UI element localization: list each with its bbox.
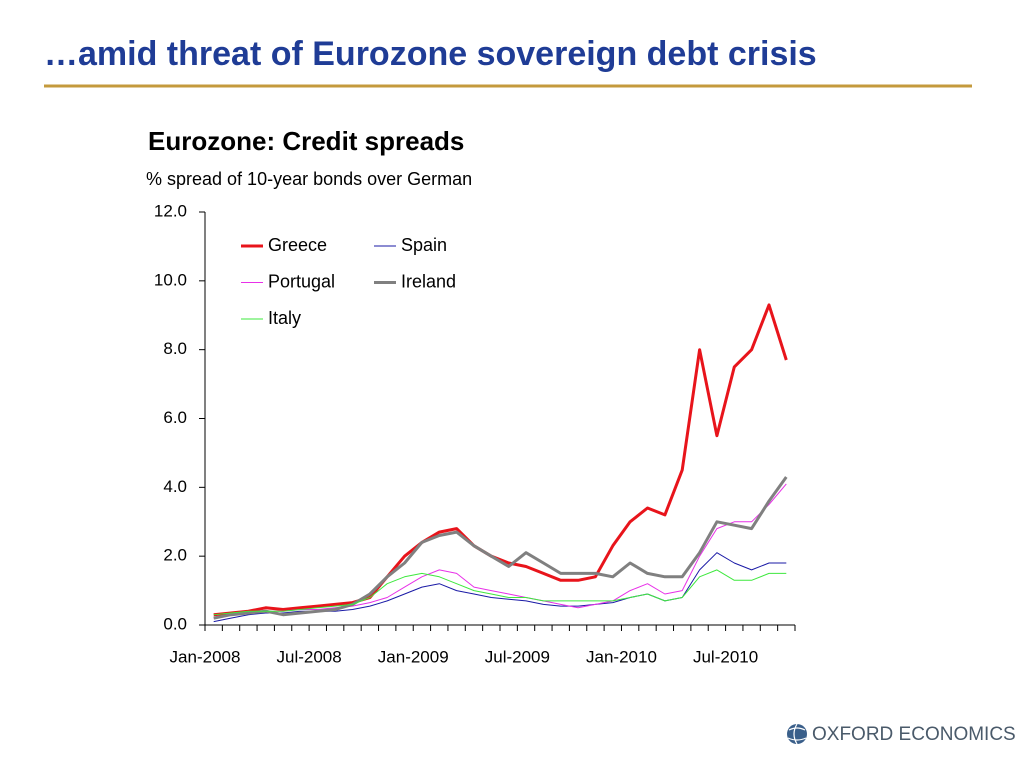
x-tick-label: Jan-2009	[378, 647, 449, 666]
x-tick-label: Jan-2008	[170, 647, 241, 666]
y-tick-label: 2.0	[163, 546, 187, 565]
y-tick-label: 8.0	[163, 339, 187, 358]
series-line	[213, 303, 788, 617]
legend-label: Portugal	[268, 271, 335, 291]
logo-globe-lines	[787, 723, 807, 745]
y-tick-label: 6.0	[163, 408, 187, 427]
series-line	[213, 476, 788, 620]
chart-subtitle: % spread of 10-year bonds over German	[146, 169, 472, 189]
series-line	[213, 483, 787, 619]
y-tick-label: 0.0	[163, 614, 187, 633]
x-tick-label: Jul-2010	[693, 647, 758, 666]
legend-label: Italy	[268, 308, 301, 328]
x-tick-label: Jul-2009	[485, 647, 550, 666]
x-tick-label: Jul-2008	[277, 647, 342, 666]
legend-label: Ireland	[401, 271, 456, 291]
series-line	[213, 569, 787, 616]
y-tick-label: 12.0	[154, 201, 187, 220]
logo: OXFORD ECONOMICS	[787, 723, 1016, 745]
x-tick-label: Jan-2010	[586, 647, 657, 666]
slide-title: …amid threat of Eurozone sovereign debt …	[44, 35, 817, 73]
chart-title: Eurozone: Credit spreads	[148, 126, 464, 156]
legend-label: Greece	[268, 235, 327, 255]
logo-text: OXFORD ECONOMICS	[812, 724, 1016, 745]
y-tick-label: 4.0	[163, 477, 187, 496]
legend-label: Spain	[401, 235, 447, 255]
logo-globe	[787, 724, 807, 744]
y-tick-label: 10.0	[154, 270, 187, 289]
